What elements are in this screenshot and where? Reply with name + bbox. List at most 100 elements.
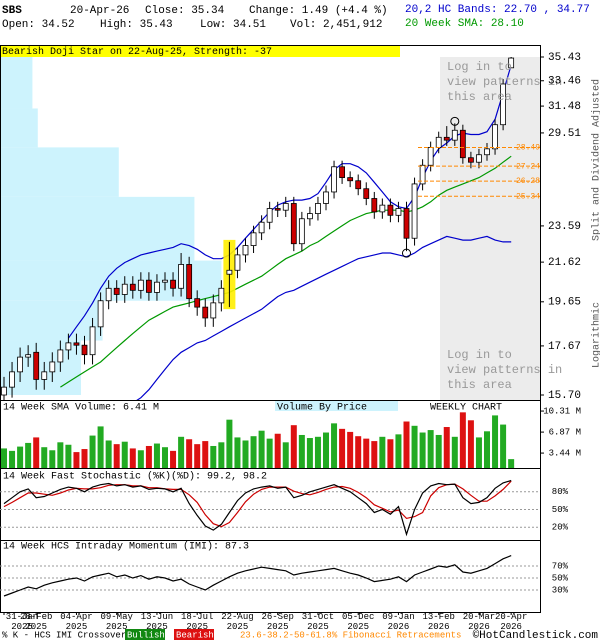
candle-body [331,166,337,193]
volume-bar [314,436,321,468]
volume-bar [1,448,7,468]
volume-bar [500,424,507,468]
candle-body [250,232,257,246]
volume-bar [57,442,64,468]
volume-bar [250,436,257,468]
candle-body [435,136,442,148]
candle-body [476,154,482,163]
candle-body [266,208,273,223]
volume-bar [121,441,128,468]
imi-title: 14 Week HCS Intraday Momentum (IMI): 87.… [3,541,249,553]
bullish-box [125,629,165,640]
fib-label: 27.24 [516,162,540,171]
candle-body [170,279,176,289]
candle-body [355,180,362,190]
volume-bar [113,444,120,468]
pattern-bar [0,45,400,57]
volume-bar [242,440,249,468]
volume-bar [73,452,80,468]
candle-body [258,221,265,234]
volume-bar [298,434,305,468]
sma-legend: 20 Week SMA: 28.10 [405,18,524,30]
volume-bar [49,450,56,468]
x-tick-label: 31-Oct 2025 [301,612,335,632]
volume-text: Vol: 2,451,912 [290,19,382,31]
volume-bar [306,438,313,468]
candle-body [137,279,144,291]
x-tick-label: 13-Feb 2026 [422,612,455,632]
volume-bar [65,444,72,468]
volume-bar [105,440,112,468]
x-tick-label: 26-Sep 2025 [261,612,294,632]
candle-body [387,204,394,216]
volume-bar [395,434,402,468]
panel-frame [0,540,541,613]
candle-body [210,302,217,319]
volume-by-price-bar [0,196,195,261]
fib-label: 26.28 [516,177,540,186]
candle-body [451,129,458,141]
imi-line [3,555,512,597]
pattern-marker [450,116,460,126]
bearish-label: Bearish [176,630,214,640]
volume-by-price-bar [0,147,119,197]
candle-body [81,344,88,356]
x-tick-label: 20-Mar 2026 [462,612,496,632]
bands-legend: 20,2 HC Bands: 22.70 , 34.77 [405,4,590,16]
candle-body [371,198,378,213]
volume-bar [419,432,426,468]
candle-body [242,245,249,256]
volume-bar [371,441,378,468]
candle-body [274,208,281,211]
candle-body [298,218,305,245]
volume-title: 14 Week SMA Volume: 6.41 M [3,402,159,414]
locked-text: Log in to view patterns in this area [447,60,562,104]
candle-body [33,351,40,380]
y-tick-label: 10.31 M [543,406,581,416]
candle-body [105,287,112,302]
candle-body [25,354,32,358]
candle-body [459,129,466,159]
candle-body [89,326,96,356]
crossover-label: % K - HCS IMI Crossover: [2,630,132,640]
volume-bar [33,437,40,468]
candle-body [129,283,136,291]
log-label: Logarithmic [591,302,600,368]
volume-bar [347,431,354,468]
volume-bar [218,442,225,468]
y-tick-label: 70% [552,561,569,571]
candle-body [57,349,64,363]
volume-by-price-bar [0,57,33,109]
vbp-label: Volume By Price [277,402,367,414]
candle-body [194,298,201,308]
y-tick-label: 30% [552,585,569,595]
candle-body [339,166,346,179]
fib-label: 28.49 [516,144,540,153]
y-tick-label: 50% [552,505,569,515]
x-tick-label: 04-Apr 2025 [60,612,93,632]
y-tick-label: 29.51 [548,128,581,140]
candle-body [427,146,434,166]
volume-bar [379,436,386,468]
volume-bar [459,412,466,468]
volume-bar [25,442,32,468]
volume-bar [331,423,338,468]
volume-bar [186,439,193,468]
candle-body [162,279,168,283]
candle-body [97,300,104,328]
footer-bg [0,630,600,640]
candle-body [323,191,329,204]
volume-bar [97,426,104,468]
volume-bar [170,450,177,468]
y-tick-label: 17.67 [548,341,581,353]
low: Low: 34.51 [200,19,266,31]
y-tick-label: 33.46 [548,76,581,88]
stoch-k-line [3,479,512,537]
candle-body [492,124,498,150]
candle-body [379,204,386,213]
candle-body [411,183,418,239]
x-tick-label: 05-Dec 2025 [341,612,375,632]
band-line [136,235,512,400]
y-tick-label: 35.43 [548,52,581,64]
candle-body [419,164,426,185]
